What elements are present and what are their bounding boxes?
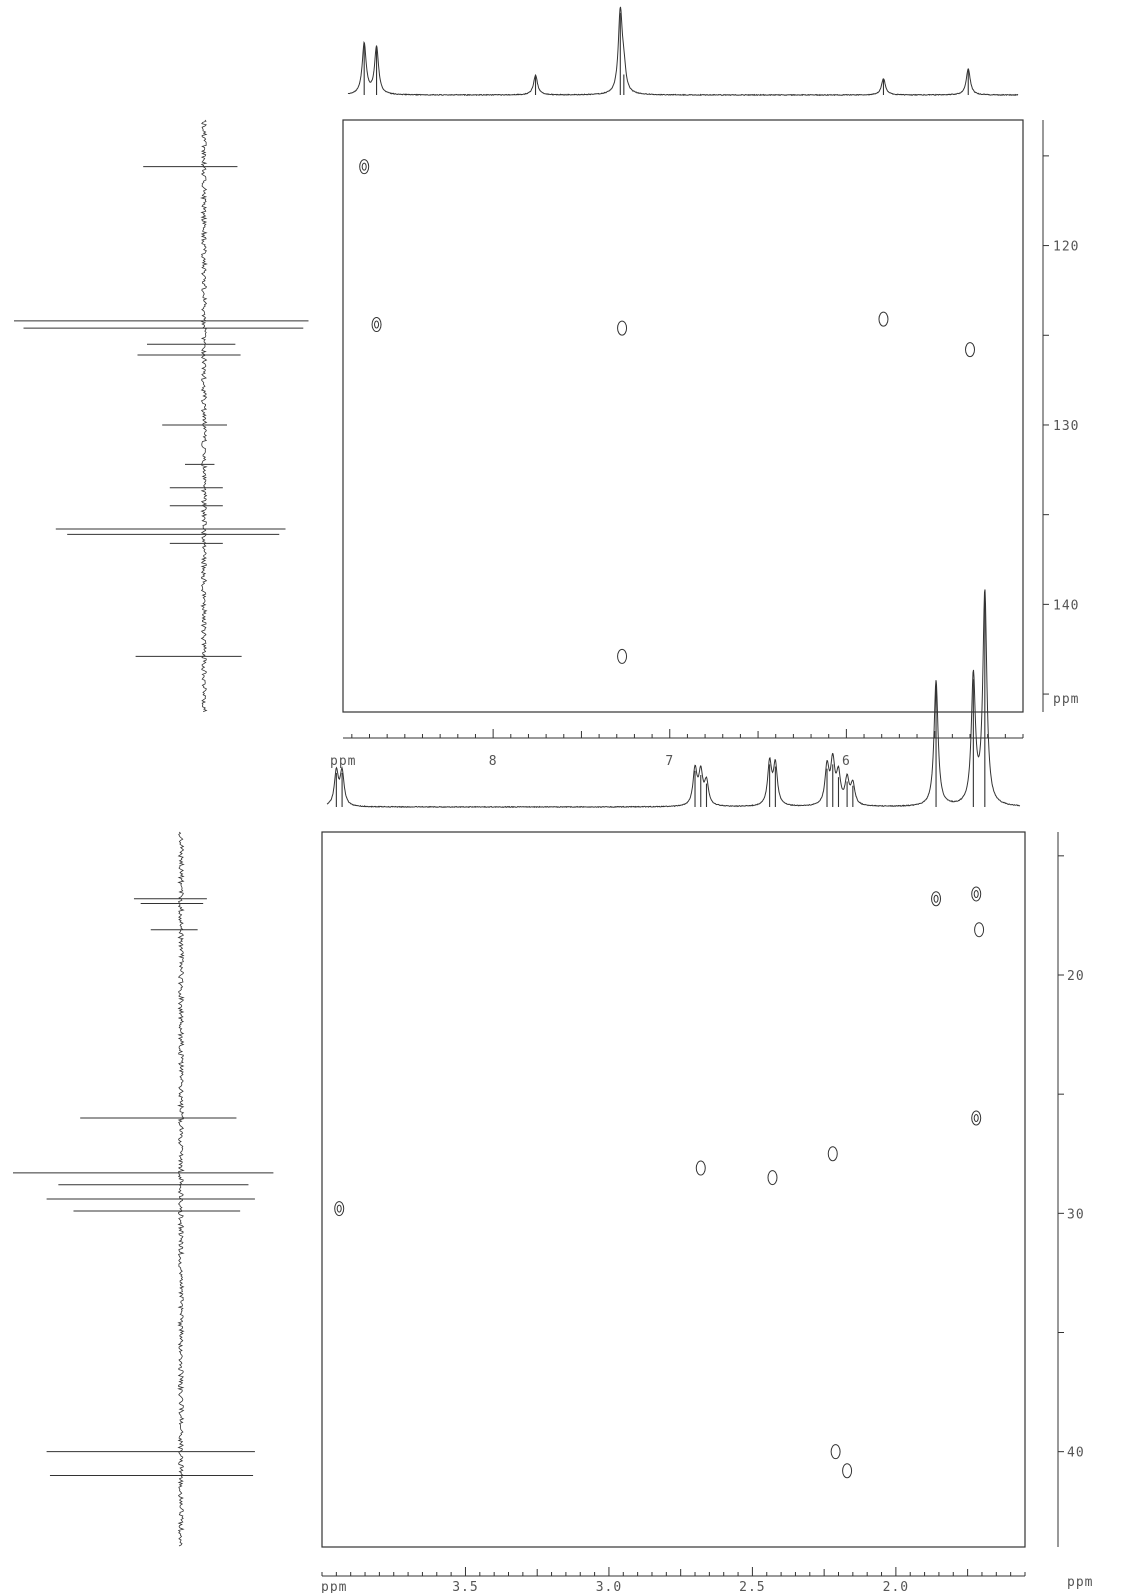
y-tick-label: 120 — [1053, 240, 1079, 255]
y-axis-label: ppm — [1067, 1575, 1093, 1590]
f1-projection-trace — [179, 832, 184, 1546]
cross-peak — [372, 318, 381, 332]
cross-peak — [618, 649, 627, 663]
x-tick-label: 2.5 — [739, 1580, 765, 1593]
nmr-panel-aromatic: 8 7 6 ppm 120 130 140 ppm — [14, 7, 1079, 769]
y-tick-label: 20 — [1067, 969, 1085, 984]
plot-frame — [343, 120, 1023, 712]
f1-projection — [14, 120, 309, 712]
x-tick-label: 3.5 — [452, 1580, 478, 1593]
cross-peak — [696, 1161, 705, 1175]
y-tick-label: 30 — [1067, 1207, 1085, 1222]
cross-peak — [975, 923, 984, 937]
x-axis-label: ppm — [321, 1580, 347, 1593]
plot-frame — [322, 832, 1025, 1547]
y-tick-label: 40 — [1067, 1446, 1085, 1461]
cross-peaks — [360, 160, 975, 664]
cross-peak — [879, 312, 888, 326]
y-tick-label: 130 — [1053, 419, 1079, 434]
f2-projection-trace — [348, 7, 1018, 95]
y-axis: 20 30 40 ppm — [1058, 832, 1093, 1590]
cross-peaks — [335, 887, 984, 1478]
y-axis: 120 130 140 ppm — [1043, 120, 1079, 712]
cross-peak — [972, 887, 981, 901]
cross-peak — [972, 1111, 981, 1125]
cross-peak — [843, 1464, 852, 1478]
x-tick-label: 3.0 — [596, 1580, 622, 1593]
y-axis-label: ppm — [1053, 692, 1079, 707]
cross-peak — [360, 160, 369, 174]
x-tick-label: 2.0 — [883, 1580, 909, 1593]
cross-peak — [831, 1445, 840, 1459]
cross-peak — [932, 892, 941, 906]
x-tick-label: 6 — [842, 754, 851, 769]
nmr-panel-aliphatic: 3.5 3.0 2.5 2.0 ppm 20 30 40 ppm — [13, 590, 1093, 1593]
f1-projection-trace — [202, 120, 207, 712]
y-tick-label: 140 — [1053, 598, 1079, 613]
x-tick-label: 8 — [489, 754, 498, 769]
x-axis: 8 7 6 ppm — [330, 729, 1023, 769]
f1-projection — [13, 832, 273, 1546]
x-axis: 3.5 3.0 2.5 2.0 ppm — [321, 1567, 1025, 1593]
cross-peak — [335, 1202, 344, 1216]
cross-peak — [966, 343, 975, 357]
cross-peak — [618, 321, 627, 335]
x-tick-label: 7 — [665, 754, 674, 769]
f2-projection — [348, 7, 1018, 95]
f2-projection-trace — [327, 590, 1020, 808]
cross-peak — [768, 1171, 777, 1185]
f2-projection — [327, 590, 1020, 808]
x-axis-label: ppm — [330, 754, 356, 769]
cross-peak — [828, 1147, 837, 1161]
